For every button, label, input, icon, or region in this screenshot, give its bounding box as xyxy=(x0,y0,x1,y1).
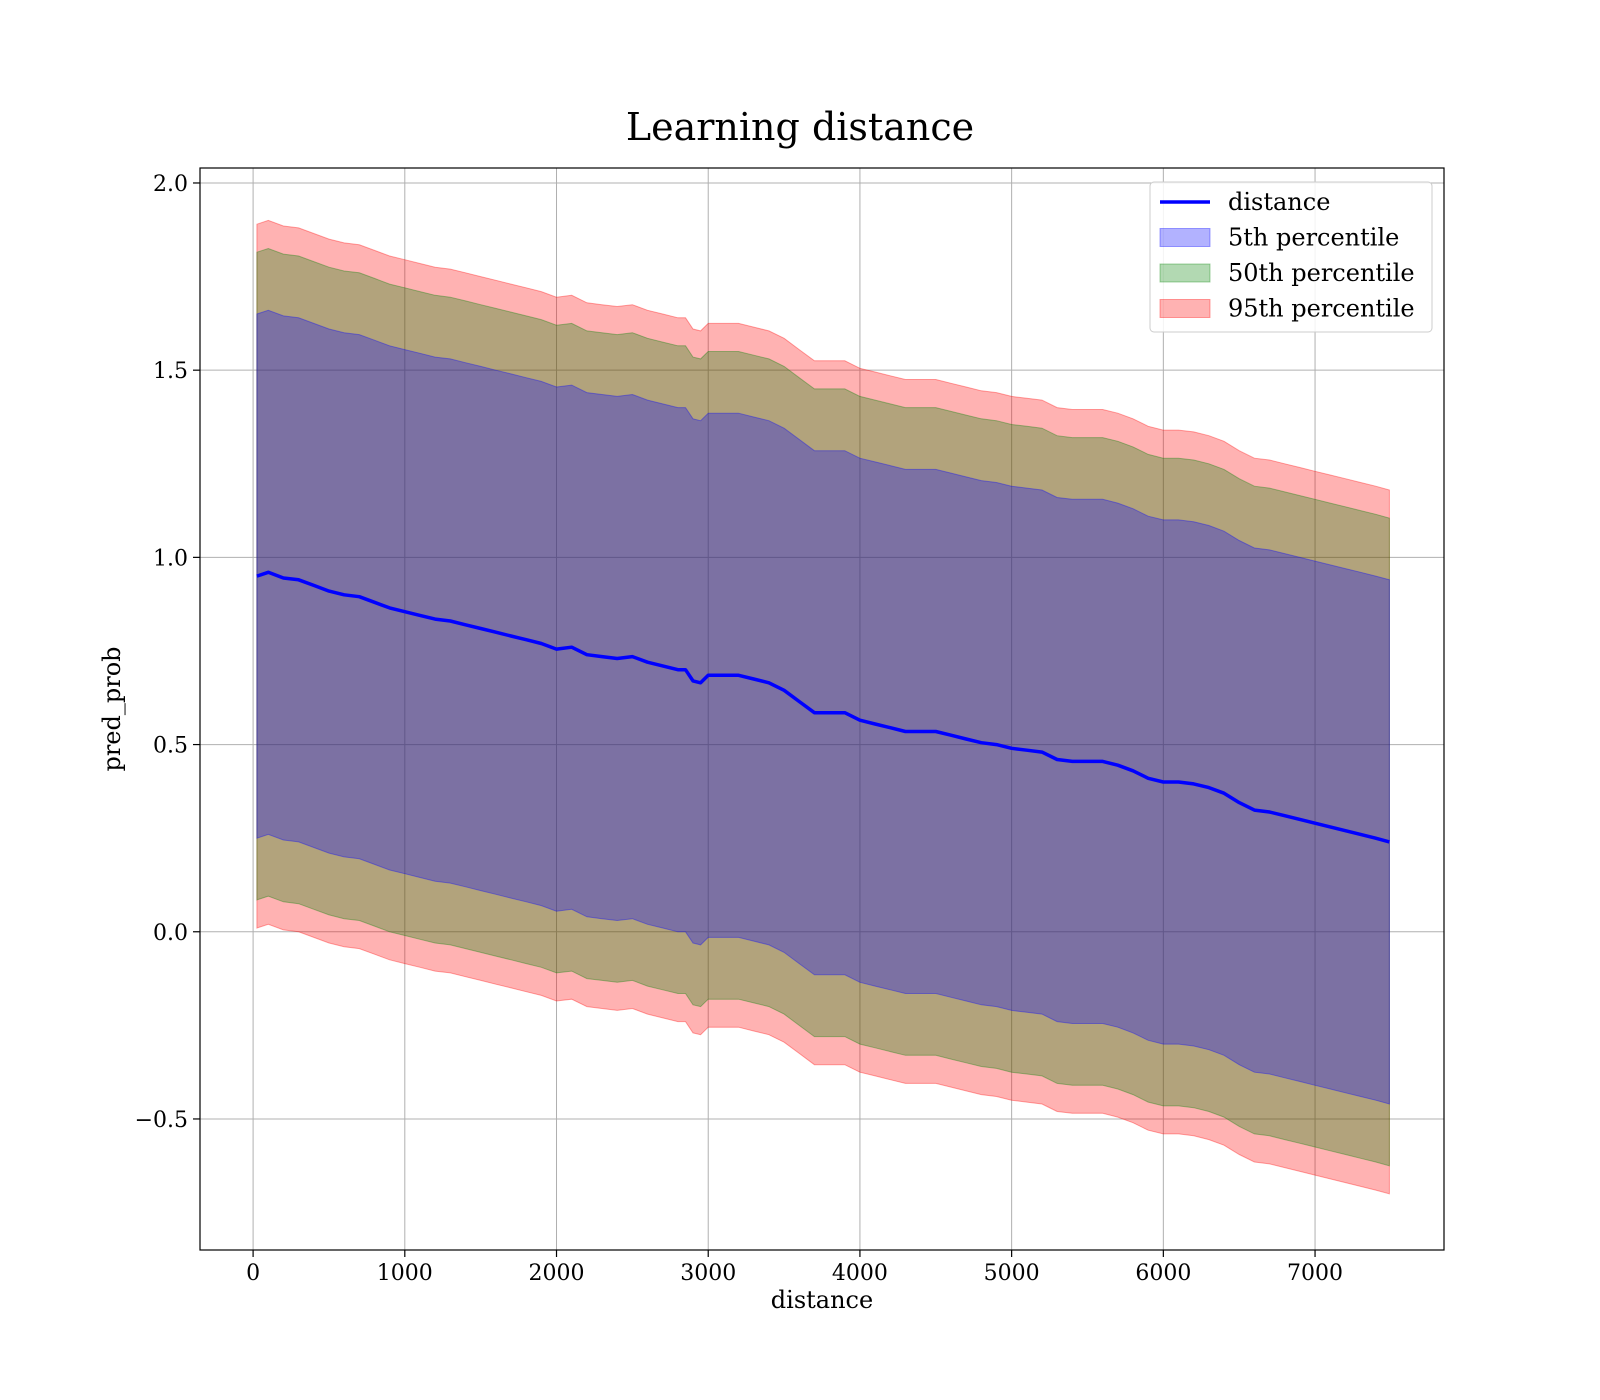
y-tick-label: 0.5 xyxy=(153,734,188,759)
x-tick-label: 5000 xyxy=(984,1261,1040,1286)
legend-swatch xyxy=(1159,263,1211,283)
y-tick-label: 2.0 xyxy=(153,172,188,197)
legend-swatch xyxy=(1159,228,1211,247)
plot-frame xyxy=(199,167,1445,1251)
legend-label: 5th percentile xyxy=(1228,224,1399,252)
band-95th-percentile xyxy=(256,219,1390,1195)
legend-swatch xyxy=(1159,299,1211,318)
x-tick-label: 3000 xyxy=(680,1261,736,1286)
legend-label: 50th percentile xyxy=(1228,259,1415,287)
x-tick-label: 4000 xyxy=(832,1261,888,1286)
legend-label: 95th percentile xyxy=(1228,295,1415,323)
y-tick-label: 0.0 xyxy=(153,921,188,946)
band-50th-percentile xyxy=(256,247,1390,1167)
x-tick-label: 2000 xyxy=(529,1261,585,1286)
y-tick-label: −0.5 xyxy=(135,1108,188,1133)
y-axis-label: pred_prob xyxy=(98,646,126,771)
distance-series-line xyxy=(256,570,1390,844)
x-tick-label: 6000 xyxy=(1135,1261,1191,1286)
x-tick-label: 7000 xyxy=(1287,1261,1343,1286)
x-axis-label: distance xyxy=(771,1286,873,1314)
chart-title: Learning distance xyxy=(626,105,974,149)
ticks: 0 1000 2000 3000 4000 5000 6000 7000 −0.5 0.0 0.5 1… xyxy=(135,172,1343,1286)
legend: distance 5th percentile 50th percentile 95t… xyxy=(1149,181,1433,333)
percentile-bands xyxy=(256,219,1390,1195)
y-tick-label: 1.0 xyxy=(153,546,188,571)
x-tick-label: 0 xyxy=(246,1261,260,1286)
legend-label: distance xyxy=(1228,188,1330,216)
legend-box xyxy=(1149,181,1433,333)
band-5th-percentile xyxy=(256,309,1390,1105)
distance-line xyxy=(256,570,1390,844)
x-tick-label: 1000 xyxy=(377,1261,433,1286)
y-tick-label: 1.5 xyxy=(153,359,188,384)
